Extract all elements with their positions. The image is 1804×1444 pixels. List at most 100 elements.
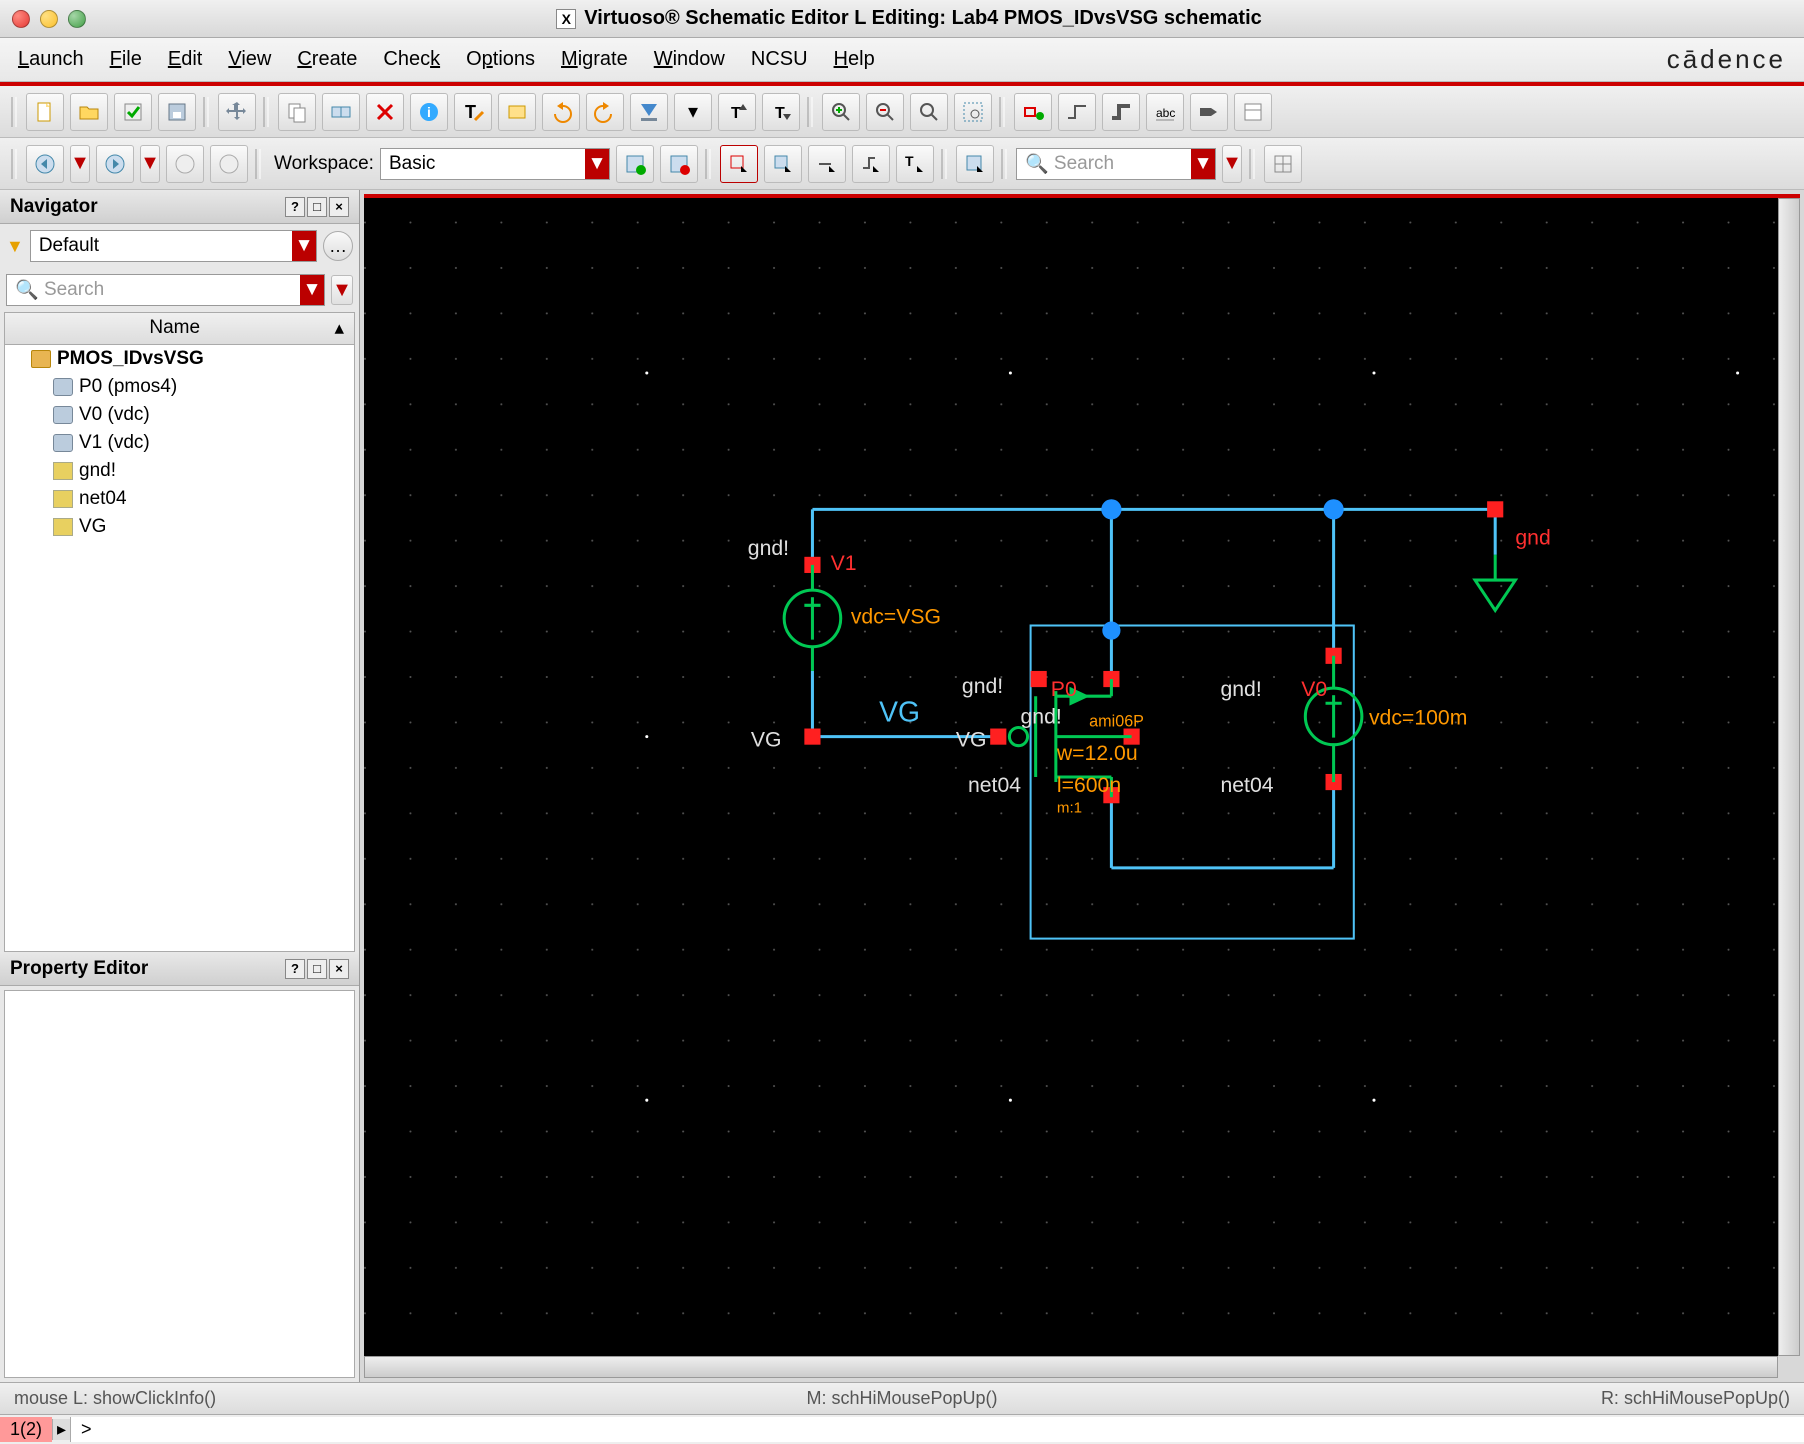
property-editor-header: Property Editor ? □ ×: [0, 952, 359, 986]
nav-back-icon[interactable]: [26, 145, 64, 183]
cmd-expand-icon[interactable]: ▸: [52, 1419, 70, 1440]
text-down-icon[interactable]: T: [762, 93, 800, 131]
nav-fwd-menu[interactable]: ▼: [140, 145, 160, 183]
menu-options[interactable]: Options: [466, 48, 535, 71]
tree-item[interactable]: V0 (vdc): [49, 401, 354, 429]
menu-create[interactable]: Create: [297, 48, 357, 71]
highlight-icon[interactable]: [956, 145, 994, 183]
sel-mode3-icon[interactable]: [808, 145, 846, 183]
window-title: Virtuoso® Schematic Editor L Editing: La…: [584, 7, 1262, 30]
undo-icon[interactable]: [542, 93, 580, 131]
toolbar-sep: [704, 145, 714, 183]
main-area: Navigator ? □ × ▼ Default▼ … 🔍 Search▼ ▼…: [0, 190, 1804, 1382]
panel-close-icon[interactable]: ×: [329, 197, 349, 217]
workspace-selector[interactable]: Basic▼: [380, 148, 610, 180]
sel-mode1-icon[interactable]: [720, 145, 758, 183]
label-vdc-vsg: vdc=VSG: [851, 605, 941, 628]
nav-home-icon[interactable]: [210, 145, 248, 183]
tree-header[interactable]: Name ▴: [5, 313, 354, 345]
menu-check[interactable]: Check: [383, 48, 440, 71]
delete-icon[interactable]: [366, 93, 404, 131]
menu-migrate[interactable]: Migrate: [561, 48, 628, 71]
text-edit-icon[interactable]: T: [454, 93, 492, 131]
sel-mode4-icon[interactable]: [852, 145, 890, 183]
redo-icon[interactable]: [586, 93, 624, 131]
menu-ncsu[interactable]: NCSU: [751, 48, 808, 71]
zoom-out-icon[interactable]: [866, 93, 904, 131]
status-right: R: schHiMousePopUp(): [1198, 1388, 1790, 1409]
ws-del-icon[interactable]: [660, 145, 698, 183]
menu-file[interactable]: File: [110, 48, 142, 71]
panel-undock-icon[interactable]: □: [307, 197, 327, 217]
open-icon[interactable]: [70, 93, 108, 131]
schematic-canvas[interactable]: // no-op: [364, 198, 1778, 1356]
panel-undock-icon[interactable]: □: [307, 959, 327, 979]
navigator-search-input[interactable]: 🔍 Search▼: [6, 274, 325, 306]
sidebar: Navigator ? □ × ▼ Default▼ … 🔍 Search▼ ▼…: [0, 190, 360, 1382]
menu-edit[interactable]: Edit: [168, 48, 202, 71]
misc-icon[interactable]: [1264, 145, 1302, 183]
nav-back-menu[interactable]: ▼: [70, 145, 90, 183]
toolbar-grip[interactable]: [10, 93, 20, 131]
nav-fwd-icon[interactable]: [96, 145, 134, 183]
panel-close-icon[interactable]: ×: [329, 959, 349, 979]
instance-icon[interactable]: [1014, 93, 1052, 131]
sel-mode5-icon[interactable]: T: [896, 145, 934, 183]
tree-item[interactable]: net04: [49, 485, 354, 513]
tree-item[interactable]: V1 (vdc): [49, 429, 354, 457]
tree-item[interactable]: VG: [49, 513, 354, 541]
zoom-in-icon[interactable]: [822, 93, 860, 131]
menu-window[interactable]: Window: [654, 48, 725, 71]
navigator-search-menu[interactable]: ▼: [331, 275, 353, 305]
note-icon[interactable]: [498, 93, 536, 131]
net-icon: [53, 490, 73, 508]
command-input[interactable]: >: [70, 1417, 1804, 1442]
search-menu[interactable]: ▼: [1222, 145, 1242, 183]
new-icon[interactable]: [26, 93, 64, 131]
panel-help-icon[interactable]: ?: [285, 959, 305, 979]
menu-launch[interactable]: Launch: [18, 48, 84, 71]
label-w: w=12.0u: [1056, 742, 1138, 765]
info-icon[interactable]: i: [410, 93, 448, 131]
menu-view[interactable]: View: [228, 48, 271, 71]
sel-mode2-icon[interactable]: [764, 145, 802, 183]
wire-icon[interactable]: [1058, 93, 1096, 131]
stretch-icon[interactable]: [322, 93, 360, 131]
filter-options-button[interactable]: …: [323, 231, 353, 261]
check-save-icon[interactable]: [114, 93, 152, 131]
svg-text:abc: abc: [1156, 106, 1175, 120]
window-controls: [12, 10, 86, 28]
message-count[interactable]: 1(2): [0, 1417, 52, 1442]
zoom-sel-icon[interactable]: [954, 93, 992, 131]
tree-root[interactable]: PMOS_IDvsVSG: [27, 345, 354, 373]
label-icon[interactable]: abc: [1146, 93, 1184, 131]
minimize-button[interactable]: [40, 10, 58, 28]
toolbar-grip[interactable]: [10, 145, 20, 183]
tree-item[interactable]: gnd!: [49, 457, 354, 485]
ws-save-icon[interactable]: [616, 145, 654, 183]
wire-wide-icon[interactable]: [1102, 93, 1140, 131]
vertical-scrollbar[interactable]: [1778, 198, 1800, 1356]
tree-item[interactable]: P0 (pmos4): [49, 373, 354, 401]
text-up-icon[interactable]: T: [718, 93, 756, 131]
descend-icon[interactable]: [630, 93, 668, 131]
navigator-tree[interactable]: Name ▴ PMOS_IDvsVSG P0 (pmos4) V0 (vdc) …: [4, 312, 355, 952]
pin-icon[interactable]: [1190, 93, 1228, 131]
maximize-button[interactable]: [68, 10, 86, 28]
save-icon[interactable]: [158, 93, 196, 131]
instance-icon: [53, 434, 73, 452]
ascend-icon[interactable]: ▾: [674, 93, 712, 131]
sheet-icon[interactable]: [1234, 93, 1272, 131]
horizontal-scrollbar[interactable]: [364, 1356, 1778, 1378]
property-editor-body[interactable]: [4, 990, 355, 1378]
copy-icon[interactable]: [278, 93, 316, 131]
menu-help[interactable]: Help: [834, 48, 875, 71]
tree-sort-icon[interactable]: ▴: [334, 317, 344, 340]
filter-selector[interactable]: Default▼: [30, 230, 317, 262]
zoom-fit-icon[interactable]: [910, 93, 948, 131]
close-button[interactable]: [12, 10, 30, 28]
move-icon[interactable]: [218, 93, 256, 131]
nav-up-icon[interactable]: [166, 145, 204, 183]
panel-help-icon[interactable]: ?: [285, 197, 305, 217]
search-input[interactable]: 🔍 Search▼: [1016, 148, 1216, 180]
